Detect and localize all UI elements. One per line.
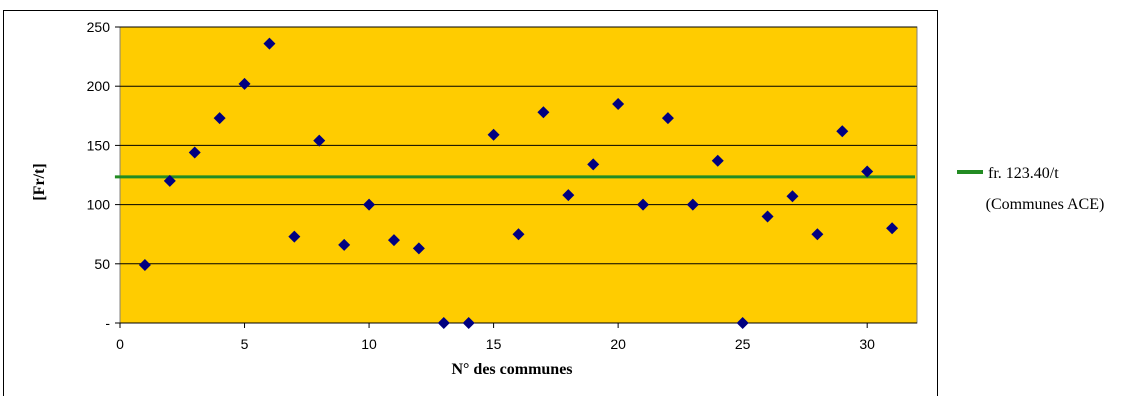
legend: fr. 123.40/t (Communes ACE) xyxy=(957,165,1104,213)
data-point xyxy=(587,158,600,171)
data-point xyxy=(512,228,525,241)
x-tick-label: 0 xyxy=(116,336,124,352)
data-point xyxy=(736,317,749,329)
data-point xyxy=(387,234,400,247)
data-point xyxy=(138,258,151,271)
data-point xyxy=(761,210,774,223)
data-points xyxy=(138,37,899,329)
data-point xyxy=(612,97,625,110)
data-point xyxy=(213,112,226,125)
x-tick-label: 25 xyxy=(735,336,751,352)
x-tick-label: 20 xyxy=(610,336,626,352)
legend-sublabel: (Communes ACE) xyxy=(986,196,1105,213)
data-point xyxy=(811,228,824,241)
data-point xyxy=(338,238,351,251)
x-axis-label: N° des communes xyxy=(451,361,572,378)
data-point xyxy=(487,128,500,141)
data-point xyxy=(288,230,301,243)
y-tick-label: 150 xyxy=(87,137,111,153)
data-point xyxy=(537,106,550,119)
data-point xyxy=(263,37,276,50)
data-point xyxy=(836,125,849,138)
plot-area xyxy=(119,26,918,324)
data-point xyxy=(562,189,575,202)
data-point xyxy=(711,154,724,167)
data-point xyxy=(462,317,475,329)
data-point xyxy=(686,198,699,211)
x-tick-label: 30 xyxy=(859,336,875,352)
gridlines xyxy=(120,26,917,265)
data-point xyxy=(437,317,450,329)
legend-label: fr. 123.40/t xyxy=(988,165,1059,182)
x-tick-label: 10 xyxy=(361,336,377,352)
data-point xyxy=(238,77,251,90)
data-point xyxy=(188,146,201,159)
x-axis-ticks: 0 5 10 15 20 25 30 xyxy=(116,322,917,352)
data-point xyxy=(412,242,425,255)
x-tick-label: 15 xyxy=(486,336,502,352)
data-point xyxy=(363,198,376,211)
data-point xyxy=(313,134,326,147)
x-tick-label: 5 xyxy=(241,336,249,352)
y-tick-label: 250 xyxy=(87,19,111,35)
y-tick-label: 100 xyxy=(87,197,111,213)
data-point xyxy=(786,190,799,203)
data-point xyxy=(861,165,874,178)
y-tick-label: - xyxy=(105,315,110,331)
data-point xyxy=(661,112,674,125)
data-point xyxy=(163,174,176,187)
data-point xyxy=(886,222,899,235)
y-tick-label: 200 xyxy=(87,78,111,94)
data-point xyxy=(637,198,650,211)
chart-frame xyxy=(3,10,938,396)
y-tick-label: 50 xyxy=(94,256,110,272)
y-axis-label: [Fr/t] xyxy=(31,163,48,200)
y-axis-ticks: - 50 100 150 200 250 xyxy=(87,19,120,331)
